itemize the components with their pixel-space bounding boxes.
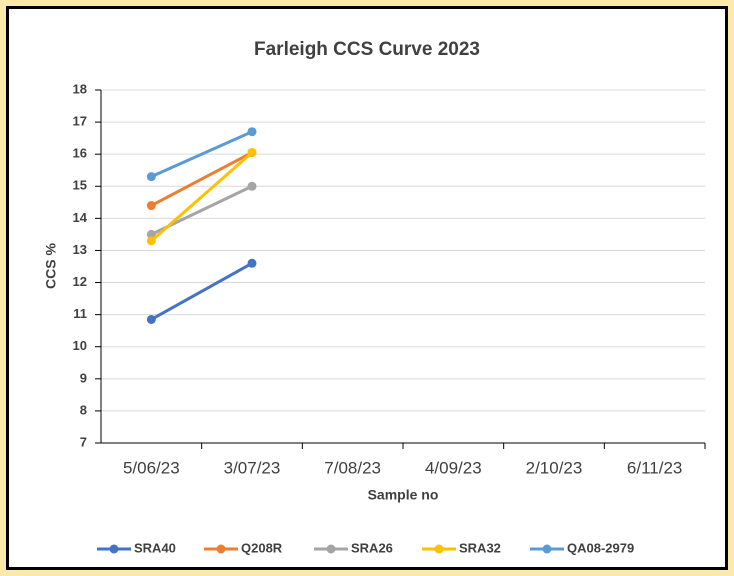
y-tick-label: 12 (73, 274, 87, 289)
legend-marker (434, 544, 444, 554)
legend-label: SRA40 (134, 540, 176, 555)
chart-title: Farleigh CCS Curve 2023 (254, 39, 480, 60)
x-tick-label: 5/06/23 (123, 458, 180, 477)
data-point (146, 172, 156, 182)
data-point (247, 181, 257, 191)
legend-label: Q208R (241, 540, 283, 555)
legend-marker (109, 544, 119, 554)
y-tick-label: 17 (73, 114, 87, 129)
y-tick-label: 16 (73, 146, 87, 161)
series-line (150, 261, 253, 321)
legend-marker (216, 544, 226, 554)
y-tick-label: 11 (73, 306, 87, 321)
data-point (146, 314, 156, 324)
y-tick-label: 15 (73, 178, 87, 193)
data-point (247, 258, 257, 268)
x-tick-label: 2/10/23 (526, 458, 583, 477)
data-point (146, 236, 156, 246)
legend-marker (326, 544, 336, 554)
legend-label: QA08-2979 (567, 540, 634, 555)
y-axis-label: CCS % (43, 243, 59, 289)
x-tick-label: 3/07/23 (224, 458, 281, 477)
chart-frame (6, 6, 728, 570)
y-tick-label: 7 (80, 434, 87, 449)
data-point (247, 127, 257, 137)
legend-label: SRA26 (351, 540, 393, 555)
x-tick-label: 6/11/23 (627, 458, 682, 477)
x-axis-label: Sample no (368, 487, 439, 503)
series-line (150, 151, 253, 207)
data-point (146, 201, 156, 211)
data-point (247, 148, 257, 158)
data-point (146, 229, 156, 239)
y-tick-label: 10 (73, 338, 87, 353)
x-tick-label: 4/09/23 (425, 458, 482, 477)
series-line (150, 130, 253, 179)
y-tick-label: 14 (73, 210, 88, 225)
y-tick-label: 8 (80, 402, 87, 417)
legend-label: SRA32 (459, 540, 501, 555)
legend-marker (542, 544, 552, 554)
series-line (150, 151, 253, 242)
x-tick-label: 7/08/23 (324, 458, 381, 477)
y-tick-label: 13 (73, 242, 87, 257)
y-tick-label: 9 (80, 370, 87, 385)
y-tick-label: 18 (73, 81, 87, 96)
